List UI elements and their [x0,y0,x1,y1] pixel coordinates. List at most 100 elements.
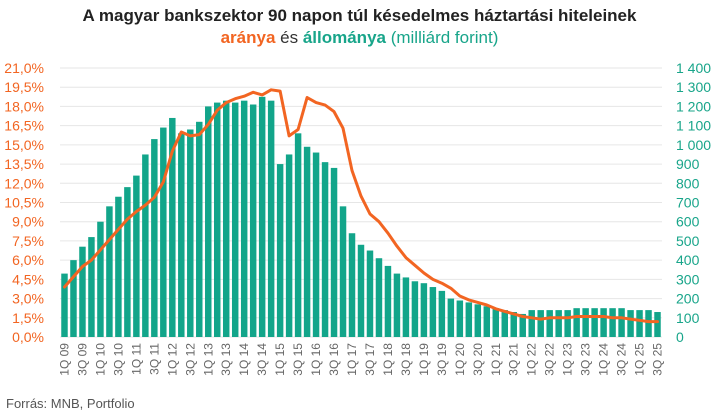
left-tick-label: 6,0% [12,252,44,268]
x-tick-label: 1Q 15 [273,343,287,376]
bar [618,308,625,337]
bar [366,250,374,337]
right-tick-label: 200 [676,291,700,307]
x-tick-label: 1Q 17 [345,343,359,376]
bar [465,302,473,337]
bar [357,244,365,337]
bar [627,310,634,337]
bar [546,310,553,337]
x-tick-label: 1Q 11 [129,343,143,375]
bar [196,121,203,337]
bar [411,281,419,337]
x-tick-label: 3Q 25 [651,343,665,376]
bar [169,117,176,337]
subtitle-unit: (milliárd forint) [385,28,499,47]
left-tick-label: 19,5% [4,79,44,95]
bar [636,310,643,337]
bar [160,127,167,337]
right-tick-label: 600 [676,214,700,230]
line-series [63,88,659,324]
x-tick-label: 1Q 25 [633,343,647,376]
left-tick-label: 1,5% [12,310,44,326]
x-tick-label: 1Q 24 [597,343,611,376]
bar [61,273,68,337]
bar [600,308,607,337]
bar [438,290,446,337]
bar [474,304,482,337]
bar [339,206,347,337]
bar [519,313,526,337]
x-tick-label: 1Q 12 [165,343,179,376]
left-tick-label: 18,0% [4,98,44,114]
left-tick-label: 21,0% [4,60,44,76]
bar [348,233,356,337]
right-tick-label: 1 200 [676,98,711,114]
right-tick-label: 1 300 [676,79,711,95]
left-tick-label: 16,5% [4,118,44,134]
bar [214,102,221,337]
left-tick-label: 12,0% [4,175,44,191]
left-tick-label: 7,5% [12,233,44,249]
bar [384,265,392,337]
x-tick-label: 3Q 22 [543,343,557,376]
x-tick-label: 3Q 13 [219,343,233,376]
bar [133,175,140,337]
right-tick-label: 1 100 [676,118,711,134]
left-axis: 0,0% 1,5% 3,0% 4,5% 6,0% 7,5% 9,0% 10,5% 12,0% 13… [4,60,44,345]
bar [312,152,320,337]
x-tick-label: 3Q 09 [76,343,90,376]
bar [393,273,401,337]
subtitle-and: és [275,28,303,47]
bar-series [61,96,661,338]
bar [303,146,311,337]
right-tick-label: 1 400 [676,60,711,76]
left-tick-label: 15,0% [4,137,44,153]
left-tick-label: 4,5% [12,271,44,287]
bar [124,187,131,337]
x-tick-label: 3Q 17 [363,343,377,376]
x-tick-label: 1Q 14 [237,343,251,376]
left-tick-label: 10,5% [4,195,44,211]
x-tick-label: 3Q 21 [507,343,521,376]
bar [501,310,508,337]
bar [483,306,491,337]
left-tick-label: 0,0% [12,329,44,345]
bar [456,300,464,337]
right-tick-label: 900 [676,156,700,172]
bar [249,104,257,337]
left-tick-label: 13,5% [4,156,44,172]
right-tick-label: 0 [676,329,684,345]
right-tick-label: 300 [676,271,700,287]
bar [510,312,517,337]
x-tick-label: 3Q 14 [255,343,269,376]
right-tick-label: 100 [676,310,700,326]
chart-subtitle: aránya és állománya (milliárd forint) [0,28,719,48]
right-tick-label: 1 000 [676,137,711,153]
bar [321,162,329,337]
x-tick-label: 3Q 20 [471,343,485,376]
bar [654,312,661,337]
bar [492,308,500,337]
x-tick-label: 1Q 18 [381,343,395,376]
bar [70,260,77,337]
x-tick-label: 1Q 20 [453,343,467,376]
bar [151,139,158,337]
bar [564,310,571,337]
bar [573,308,580,337]
bar [276,164,284,337]
bar [106,206,113,337]
x-tick-label: 1Q 21 [489,343,503,376]
x-tick-label: 3Q 16 [327,343,341,376]
bar [267,100,275,338]
ratio-line [63,88,659,324]
source-note: Forrás: MNB, Portfolio [6,396,135,411]
right-axis: 0 100 200 300 400 500 600 700 800 900 1 000 1 100 1 … [676,60,711,345]
bar [222,100,230,338]
bar [294,133,302,337]
bar [591,308,598,337]
bar [402,277,410,337]
x-tick-label: 3Q 15 [291,343,305,376]
right-tick-label: 400 [676,252,700,268]
x-tick-label: 1Q 09 [58,343,72,376]
